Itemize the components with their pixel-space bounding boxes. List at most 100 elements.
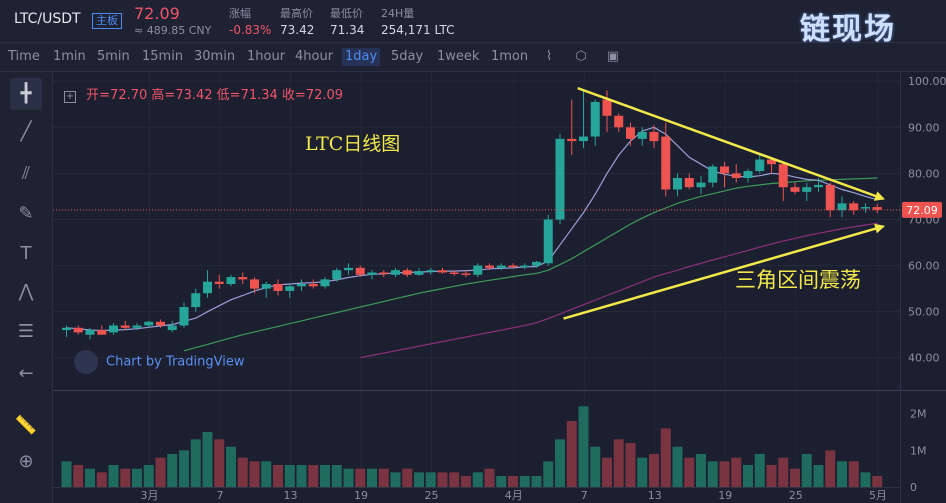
- candle-body: [109, 325, 118, 333]
- pitchfork-icon[interactable]: ⫽: [21, 163, 31, 184]
- board-badge: 主板: [92, 13, 122, 29]
- back-arrow-icon[interactable]: ←: [18, 363, 34, 384]
- candle: [367, 270, 377, 280]
- candle-body: [132, 325, 142, 328]
- volume-bar: [848, 461, 859, 487]
- last-price-tag-label: 72.09: [906, 204, 938, 217]
- candle-body: [496, 265, 506, 268]
- candle: [332, 267, 342, 282]
- stat-value-change: -0.83%: [229, 23, 272, 37]
- candle: [708, 164, 718, 188]
- candle-body: [332, 270, 342, 280]
- watermark-text: Chart by TradingView: [106, 354, 245, 370]
- candle-body: [720, 166, 729, 174]
- volume-bar: [179, 450, 189, 487]
- volume-bar: [637, 457, 648, 487]
- indicators-icon[interactable]: ⬡: [575, 49, 587, 64]
- candle: [543, 214, 553, 266]
- candle-body: [567, 138, 577, 142]
- crosshair-icon[interactable]: ╋: [10, 78, 42, 110]
- candle-body: [320, 279, 330, 287]
- drawing-toolbar: ╋ ╱ ⫽ ✎ T ⋀ ☰ ← 📏 ⊕: [0, 72, 53, 503]
- zoom-icon[interactable]: ⊕: [18, 451, 34, 472]
- candle-body: [461, 273, 471, 275]
- candle: [402, 267, 412, 278]
- volume-bar: [531, 476, 542, 487]
- chart-type-icon[interactable]: ⌇: [545, 49, 553, 64]
- volume-bar: [766, 465, 777, 487]
- candle-body: [485, 265, 494, 268]
- candle: [743, 168, 753, 183]
- tf-5min[interactable]: 5min: [97, 49, 130, 64]
- candle-body: [673, 178, 682, 190]
- candle: [508, 263, 518, 268]
- x-tick-label: 7: [217, 489, 224, 502]
- volume-bar: [61, 461, 72, 487]
- legend-toggle-icon[interactable]: +: [64, 91, 76, 103]
- candle: [344, 263, 353, 275]
- candle: [144, 320, 154, 328]
- volume-bar: [590, 446, 601, 487]
- tradingview-watermark[interactable]: Chart by TradingView: [74, 350, 244, 374]
- x-tick-label: 19: [354, 489, 368, 502]
- volume-bar: [778, 457, 789, 487]
- candle-body: [755, 159, 765, 172]
- candle: [214, 274, 224, 289]
- trendline-icon[interactable]: ╱: [20, 121, 32, 142]
- tf-1day[interactable]: 1day: [342, 48, 381, 66]
- volume-bar: [484, 468, 495, 487]
- candle-body: [520, 265, 530, 268]
- stat-value-volume: 254,171 LTC: [381, 23, 455, 37]
- volume-bar: [837, 461, 847, 487]
- tf-30min[interactable]: 30min: [194, 49, 236, 64]
- candle: [637, 127, 647, 146]
- volume-bar: [108, 465, 119, 487]
- pair-name[interactable]: LTC/USDT: [14, 11, 81, 27]
- candle-body: [308, 284, 318, 287]
- tf-1week[interactable]: 1week: [437, 49, 480, 64]
- tf-1min[interactable]: 1min: [53, 49, 86, 64]
- volume-bar: [496, 476, 507, 487]
- tf-4hour[interactable]: 4hour: [295, 49, 334, 64]
- volume-bar: [367, 468, 377, 487]
- candle-body: [767, 159, 776, 165]
- tf-1mon[interactable]: 1mon: [491, 49, 529, 64]
- volume-bar: [649, 454, 659, 487]
- trendline-arrow: [563, 223, 886, 320]
- volume-bar: [508, 476, 518, 487]
- volume-bar: [801, 454, 812, 487]
- tf-1hour[interactable]: 1hour: [247, 49, 286, 64]
- volume-bar: [261, 461, 272, 487]
- candle: [109, 323, 118, 335]
- screenshot-icon[interactable]: ▣: [606, 49, 620, 64]
- tf-time[interactable]: Time: [8, 49, 40, 64]
- last-price: 72.09: [134, 4, 180, 23]
- candle: [156, 319, 165, 328]
- candle: [555, 134, 565, 225]
- candle-body: [708, 166, 718, 183]
- x-tick-label: 4月: [505, 489, 523, 502]
- candle: [238, 272, 248, 284]
- text-icon[interactable]: T: [20, 243, 32, 264]
- site-logo: 链现场: [800, 12, 896, 47]
- volume-bar: [684, 457, 695, 487]
- candle: [461, 270, 471, 278]
- pattern-annotation: 三角区间震荡: [735, 268, 861, 292]
- pattern-icon[interactable]: ⋀: [18, 281, 34, 302]
- volume-bar: [672, 446, 683, 487]
- tf-5day[interactable]: 5day: [391, 49, 424, 64]
- ma-mid-line: [183, 177, 878, 352]
- candle: [579, 90, 588, 149]
- candle-body: [250, 279, 259, 289]
- brush-icon[interactable]: ✎: [18, 203, 34, 224]
- y-tick-label: 50.00: [908, 306, 940, 319]
- candle: [626, 122, 635, 146]
- fib-icon[interactable]: ☰: [17, 321, 35, 342]
- ruler-icon[interactable]: 📏: [14, 415, 38, 436]
- candle-body: [473, 265, 483, 275]
- tf-15min[interactable]: 15min: [142, 49, 184, 64]
- volume-bar: [790, 468, 800, 487]
- candle-body: [849, 203, 859, 211]
- ma-slow-line: [360, 222, 878, 359]
